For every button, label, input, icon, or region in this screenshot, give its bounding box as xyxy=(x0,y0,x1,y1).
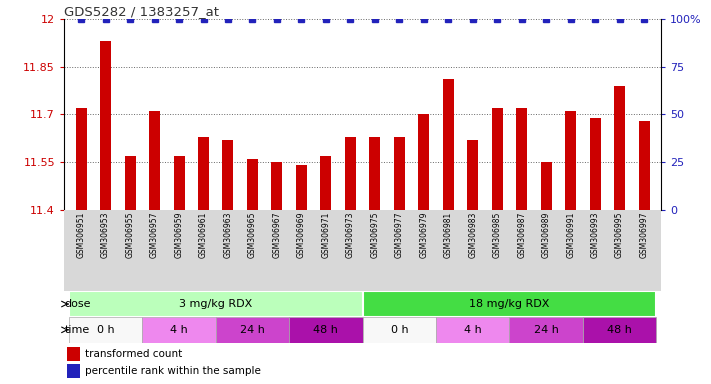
Bar xyxy=(363,291,656,317)
Bar xyxy=(100,41,111,210)
Text: 0 h: 0 h xyxy=(390,325,408,335)
Text: GSM306987: GSM306987 xyxy=(517,212,526,258)
Bar xyxy=(436,317,510,343)
Bar xyxy=(173,156,185,210)
Text: GSM306961: GSM306961 xyxy=(199,212,208,258)
Text: GSM306959: GSM306959 xyxy=(174,212,183,258)
Text: 4 h: 4 h xyxy=(464,325,481,335)
Bar xyxy=(583,317,656,343)
Text: 18 mg/kg RDX: 18 mg/kg RDX xyxy=(469,299,550,309)
Text: GSM306955: GSM306955 xyxy=(126,212,134,258)
Bar xyxy=(492,108,503,210)
Text: GSM306979: GSM306979 xyxy=(419,212,428,258)
Bar xyxy=(565,111,576,210)
Bar xyxy=(69,291,363,317)
Text: GSM306975: GSM306975 xyxy=(370,212,380,258)
Text: 4 h: 4 h xyxy=(170,325,188,335)
Text: GSM306989: GSM306989 xyxy=(542,212,551,258)
Bar xyxy=(321,156,331,210)
Text: 0 h: 0 h xyxy=(97,325,114,335)
Bar xyxy=(289,317,363,343)
Text: GSM306963: GSM306963 xyxy=(223,212,232,258)
Bar xyxy=(198,137,209,210)
Bar xyxy=(638,121,650,210)
Bar xyxy=(67,364,80,378)
Bar xyxy=(589,118,601,210)
Bar xyxy=(363,317,436,343)
Text: GSM306957: GSM306957 xyxy=(150,212,159,258)
Text: GSM306997: GSM306997 xyxy=(640,212,648,258)
Text: GSM306981: GSM306981 xyxy=(444,212,453,258)
Bar xyxy=(75,108,87,210)
Bar xyxy=(345,137,356,210)
Text: GSM306985: GSM306985 xyxy=(493,212,502,258)
Bar xyxy=(418,114,429,210)
Text: GSM306967: GSM306967 xyxy=(272,212,282,258)
Text: transformed count: transformed count xyxy=(85,349,182,359)
Bar xyxy=(215,317,289,343)
Bar xyxy=(614,86,625,210)
Bar xyxy=(516,108,528,210)
Text: 24 h: 24 h xyxy=(240,325,265,335)
Bar xyxy=(272,162,282,210)
Bar xyxy=(69,317,142,343)
Bar xyxy=(149,111,160,210)
Text: GSM306977: GSM306977 xyxy=(395,212,404,258)
Text: 48 h: 48 h xyxy=(314,325,338,335)
Text: GSM306951: GSM306951 xyxy=(77,212,85,258)
Text: GSM306973: GSM306973 xyxy=(346,212,355,258)
Text: GSM306993: GSM306993 xyxy=(591,212,599,258)
Bar xyxy=(443,79,454,210)
Bar xyxy=(540,162,552,210)
Text: 3 mg/kg RDX: 3 mg/kg RDX xyxy=(179,299,252,309)
Text: 24 h: 24 h xyxy=(534,325,559,335)
Text: time: time xyxy=(64,325,90,335)
Bar xyxy=(223,140,233,210)
Bar xyxy=(394,137,405,210)
Text: GDS5282 / 1383257_at: GDS5282 / 1383257_at xyxy=(64,5,219,18)
Text: GSM306953: GSM306953 xyxy=(101,212,110,258)
Bar xyxy=(510,317,583,343)
Bar xyxy=(67,346,80,361)
Bar xyxy=(142,317,215,343)
Bar xyxy=(369,137,380,210)
Text: GSM306983: GSM306983 xyxy=(469,212,477,258)
Text: 48 h: 48 h xyxy=(607,325,632,335)
Text: GSM306991: GSM306991 xyxy=(566,212,575,258)
Text: GSM306965: GSM306965 xyxy=(248,212,257,258)
Text: percentile rank within the sample: percentile rank within the sample xyxy=(85,366,261,376)
Bar xyxy=(296,165,307,210)
Text: GSM306995: GSM306995 xyxy=(615,212,624,258)
Bar xyxy=(467,140,479,210)
Bar xyxy=(124,156,136,210)
Text: GSM306969: GSM306969 xyxy=(297,212,306,258)
Text: dose: dose xyxy=(64,299,91,309)
Text: GSM306971: GSM306971 xyxy=(321,212,331,258)
Bar xyxy=(247,159,258,210)
